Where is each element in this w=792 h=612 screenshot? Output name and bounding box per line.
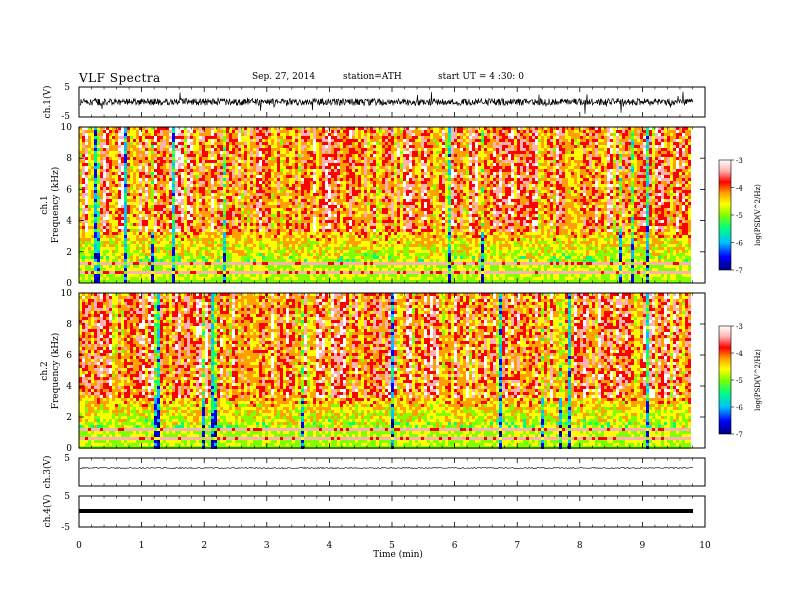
freq-tick-label: 6	[66, 185, 72, 195]
x-tick-label: 8	[577, 541, 583, 551]
ch3-ylabel: ch.3(V)	[42, 456, 53, 489]
ch1-spec-ylabel-freq: Frequency (kHz)	[50, 167, 61, 244]
colorbar-tick-label: -7	[736, 431, 743, 439]
x-axis-label: Time (min)	[373, 549, 423, 560]
ch2-spectrogram-image	[79, 293, 705, 449]
chart-title: VLF Spectra	[79, 71, 161, 85]
ch2-spec-ylabel-ch: ch.2	[40, 361, 50, 380]
colorbar-tick-label: -5	[736, 212, 743, 220]
freq-tick-label: 4	[66, 382, 72, 392]
freq-tick-label: 6	[66, 351, 72, 361]
panel-ch4-waveform: 5 -5 ch.4(V)	[42, 492, 706, 533]
x-tick-label: 0	[76, 541, 82, 551]
x-tick-label: 4	[327, 541, 333, 551]
colorbar-tick-label: -5	[736, 377, 743, 385]
date-label: Sep. 27, 2014	[252, 72, 315, 82]
colorbar-tick-label: -6	[736, 404, 743, 412]
ch1-spec-ylabel-ch: ch.1	[40, 195, 50, 214]
ch1-tick-top: 5	[64, 83, 70, 93]
ch2-spec-ylabel-freq: Frequency (kHz)	[50, 333, 61, 410]
colorbar-tick-label: -7	[736, 267, 743, 275]
freq-tick-label: 10	[61, 289, 73, 299]
freq-tick-label: 10	[61, 123, 73, 133]
colorbar-tick-label: -4	[736, 350, 743, 358]
freq-tick-label: 8	[66, 154, 72, 164]
ch1-trace	[79, 91, 694, 114]
x-tick-label: 2	[201, 541, 207, 551]
colorbar-tick-label: -6	[736, 240, 743, 248]
ch1-colorbar	[718, 159, 732, 271]
colorbar-tick-label: -3	[736, 157, 743, 165]
ch2-colorbar	[718, 325, 732, 435]
ch1-ylabel: ch.1(V)	[42, 86, 53, 119]
ch1-tick-bottom: -5	[61, 112, 70, 122]
x-tick-label: 5	[389, 541, 395, 551]
freq-tick-label: 0	[66, 444, 72, 454]
freq-tick-label: 4	[66, 217, 72, 227]
x-tick-label: 7	[514, 541, 520, 551]
ch2-colorbar-label: log(PSD(V^2/Hz)	[754, 349, 762, 411]
start-time-label: start UT = 4 :30: 0	[438, 72, 524, 82]
x-tick-label: 10	[699, 541, 711, 551]
colorbar-tick-label: -4	[736, 185, 743, 193]
ch4-ylabel: ch.4(V)	[42, 495, 53, 528]
x-tick-label: 1	[139, 541, 145, 551]
freq-tick-label: 2	[66, 413, 72, 423]
ch1-colorbar-label: log(PSD(V^2/Hz)	[754, 184, 762, 246]
ch4-tick-bottom: -5	[61, 523, 70, 533]
x-tick-label: 9	[640, 541, 646, 551]
colorbar-tick-label: -3	[736, 323, 743, 331]
ch3-tick-top: 5	[64, 454, 70, 464]
ch3-trace	[80, 466, 694, 470]
freq-tick-label: 2	[66, 248, 72, 258]
freq-tick-label: 8	[66, 320, 72, 330]
x-axis: 0 1 2 3 4 5 6 7 8 9 10	[76, 87, 711, 551]
ch4-tick-top: 5	[64, 492, 70, 502]
x-tick-label: 3	[264, 541, 270, 551]
x-tick-label: 6	[452, 541, 458, 551]
ch1-spectrogram-image	[79, 127, 705, 283]
freq-tick-label: 0	[66, 279, 72, 289]
station-label: station=ATH	[343, 72, 402, 82]
